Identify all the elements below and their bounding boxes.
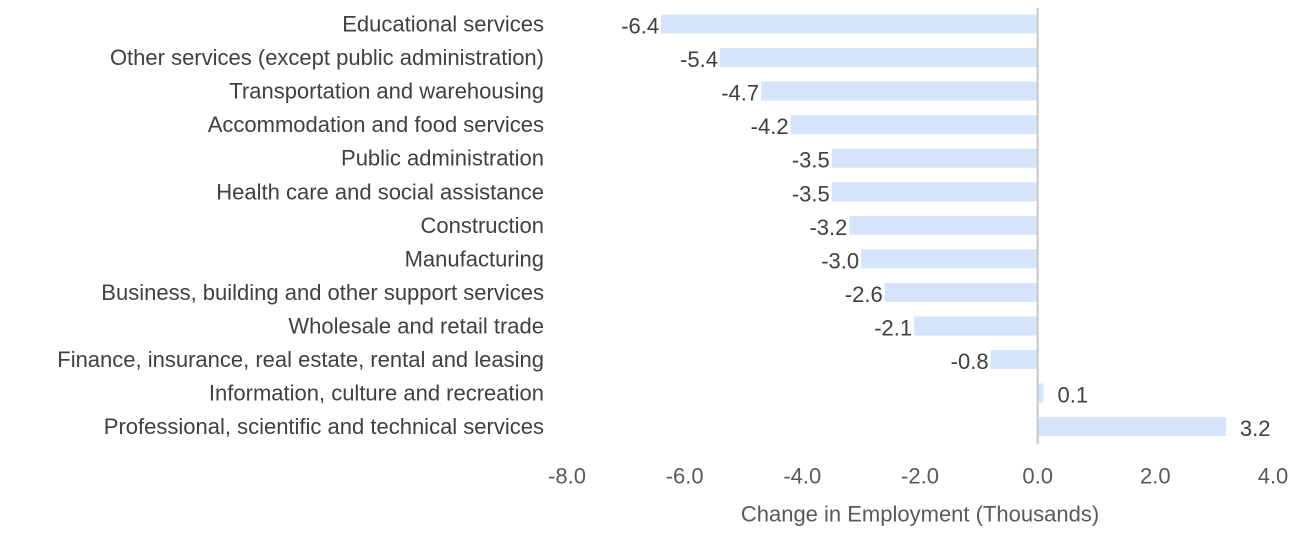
bar-12: [1037, 417, 1226, 437]
data-label-5: -3.5: [792, 181, 830, 206]
data-label-9: -2.1: [874, 315, 912, 340]
x-tick-label-2: -4.0: [783, 464, 821, 489]
x-axis-ticks-group: -8.0 -6.0 -4.0 -2.0 0.0 2.0 4.0: [548, 464, 1288, 489]
category-labels-group: Educational services Other services (exce…: [57, 12, 544, 440]
x-tick-label-3: -2.0: [901, 464, 939, 489]
bar-4: [831, 148, 1038, 168]
category-label-4: Public administration: [341, 146, 544, 171]
data-label-2: -4.7: [721, 81, 759, 106]
category-label-10: Finance, insurance, real estate, rental …: [57, 347, 544, 372]
bar-9: [914, 316, 1038, 336]
data-label-6: -3.2: [809, 215, 847, 240]
bar-6: [849, 215, 1038, 235]
category-label-0: Educational services: [342, 12, 544, 37]
data-label-0: -6.4: [621, 14, 659, 39]
data-labels-group: -6.4-5.4-4.7-4.2-3.5-3.5-3.2-3.0-2.6-2.1…: [621, 14, 1270, 442]
data-label-10: -0.8: [951, 349, 989, 374]
bar-0: [661, 14, 1038, 34]
category-label-1: Other services (except public administra…: [110, 45, 544, 70]
data-label-1: -5.4: [680, 47, 718, 72]
bar-7: [861, 249, 1038, 269]
x-tick-label-5: 2.0: [1140, 464, 1171, 489]
bar-5: [831, 182, 1038, 202]
data-label-8: -2.6: [845, 282, 883, 307]
category-label-11: Information, culture and recreation: [209, 381, 544, 406]
bar-8: [884, 282, 1038, 302]
category-label-2: Transportation and warehousing: [229, 79, 544, 104]
data-label-3: -4.2: [751, 114, 789, 139]
bar-3: [790, 115, 1038, 135]
x-tick-label-0: -8.0: [548, 464, 586, 489]
bar-2: [761, 81, 1038, 101]
x-tick-label-4: 0.0: [1022, 464, 1053, 489]
category-label-9: Wholesale and retail trade: [288, 313, 544, 338]
data-label-11: 0.1: [1058, 383, 1089, 408]
x-tick-label-1: -6.0: [666, 464, 704, 489]
bar-1: [719, 48, 1038, 68]
category-label-3: Accommodation and food services: [208, 112, 544, 137]
bar-11: [1037, 383, 1044, 403]
bar-10: [990, 350, 1038, 369]
x-axis-title: Change in Employment (Thousands): [741, 502, 1099, 527]
bars-group: [661, 14, 1226, 437]
x-tick-label-6: 4.0: [1258, 464, 1289, 489]
data-label-4: -3.5: [792, 148, 830, 173]
data-label-7: -3.0: [821, 248, 859, 273]
category-label-12: Professional, scientific and technical s…: [104, 414, 544, 439]
category-label-5: Health care and social assistance: [216, 179, 544, 204]
category-label-7: Manufacturing: [405, 246, 544, 271]
category-label-6: Construction: [420, 213, 544, 238]
data-label-12: 3.2: [1240, 416, 1271, 441]
category-label-8: Business, building and other support ser…: [101, 280, 544, 305]
